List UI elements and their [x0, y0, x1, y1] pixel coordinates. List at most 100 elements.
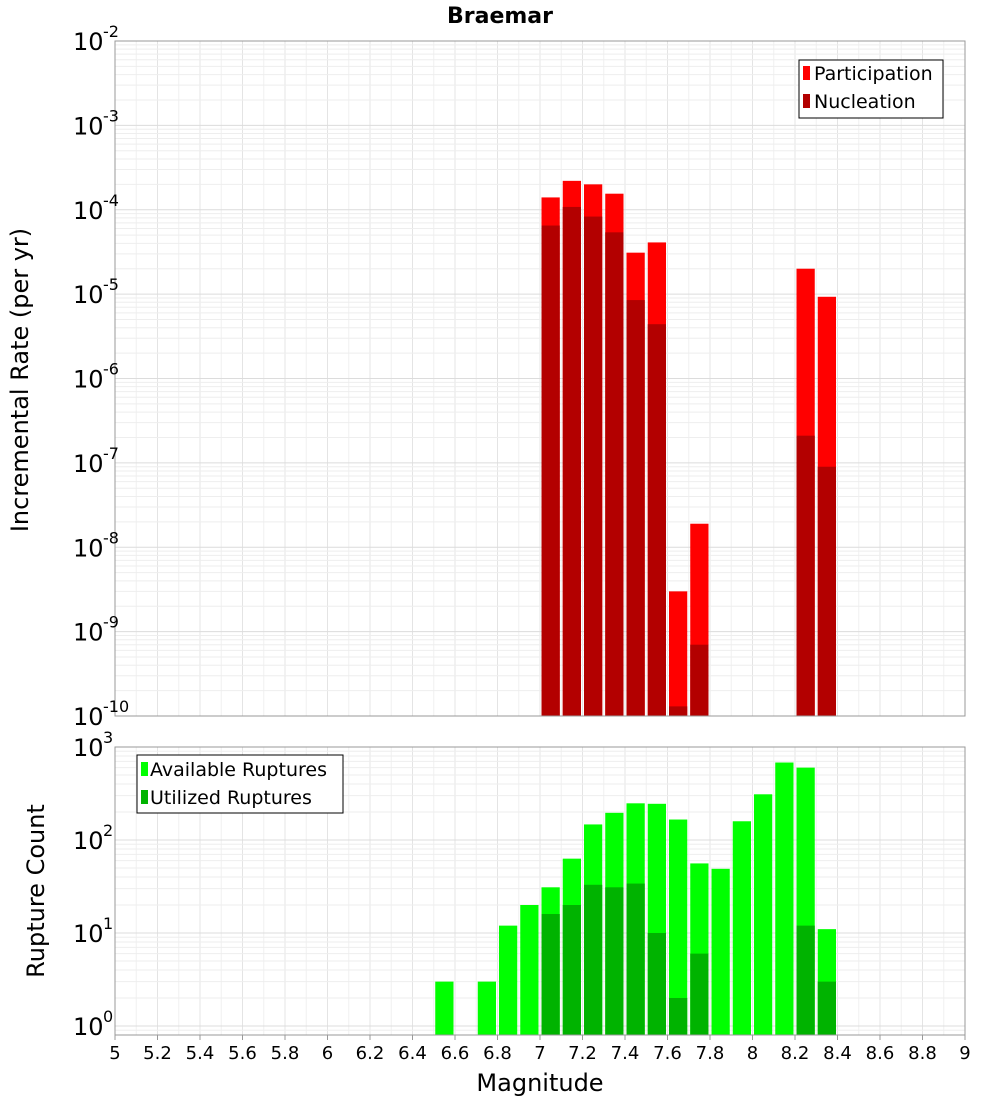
bar-utilized-ruptures [605, 887, 624, 1035]
bottom-y-axis-label: Rupture Count [22, 804, 50, 978]
bottom-grid [114, 746, 966, 1036]
legend-swatch-utilized-ruptures [141, 790, 148, 804]
y-tick-exponent: 0 [103, 1007, 113, 1026]
legend-label-utilized-ruptures: Utilized Ruptures [150, 787, 312, 809]
x-tick-label: 8.6 [866, 1043, 895, 1064]
legend-label-nucleation: Nucleation [814, 91, 916, 113]
bar-available-ruptures [711, 868, 730, 1035]
bar-nucleation [605, 232, 624, 716]
bar-nucleation [669, 706, 688, 716]
y-tick-exponent: -4 [103, 191, 119, 210]
y-tick-label: 10 [73, 734, 104, 762]
top-y-axis-label: Incremental Rate (per yr) [6, 228, 34, 532]
bar-nucleation [817, 466, 836, 716]
bar-available-ruptures [477, 981, 496, 1035]
x-tick-label: 5.6 [228, 1043, 257, 1064]
bar-nucleation [796, 435, 815, 716]
bar-available-ruptures [499, 925, 518, 1035]
y-tick-exponent: -7 [103, 444, 119, 463]
bar-available-ruptures [775, 762, 794, 1035]
bar-participation [669, 591, 688, 716]
y-tick-label: 10 [73, 920, 104, 948]
x-axis-label: Magnitude [476, 1069, 603, 1097]
x-tick-label: 8.8 [908, 1043, 937, 1064]
legend-label-available-ruptures: Available Ruptures [150, 759, 327, 781]
bar-utilized-ruptures [562, 904, 581, 1035]
bar-utilized-ruptures [690, 953, 709, 1035]
x-tick-label: 8.4 [823, 1043, 852, 1064]
y-tick-label: 10 [73, 703, 104, 731]
y-tick-exponent: -2 [103, 22, 119, 41]
bar-utilized-ruptures [626, 883, 645, 1035]
top-legend: Participation Nucleation [798, 59, 944, 119]
y-tick-exponent: -6 [103, 360, 119, 379]
y-tick-label: 10 [73, 197, 104, 225]
bar-available-ruptures [754, 794, 773, 1035]
x-tick-label: 6 [322, 1043, 333, 1064]
bar-nucleation [584, 216, 603, 716]
x-tick-label: 6.6 [441, 1043, 470, 1064]
bar-available-ruptures [520, 904, 539, 1035]
bar-utilized-ruptures [817, 981, 836, 1035]
bar-utilized-ruptures [669, 997, 688, 1035]
y-tick-label: 10 [73, 450, 104, 478]
legend-swatch-nucleation [803, 94, 810, 108]
bottom-bars [435, 762, 836, 1035]
y-tick-exponent: 2 [103, 821, 113, 840]
y-tick-exponent: -8 [103, 528, 119, 547]
bar-nucleation [541, 225, 560, 716]
bar-nucleation [690, 644, 709, 716]
x-tick-label: 7.8 [696, 1043, 725, 1064]
x-tick-label: 6.4 [398, 1043, 427, 1064]
bar-utilized-ruptures [541, 914, 560, 1035]
bar-nucleation [626, 300, 645, 716]
y-tick-label: 10 [73, 112, 104, 140]
bar-nucleation [647, 324, 666, 716]
x-tick-label: 7.4 [611, 1043, 640, 1064]
bottom-legend: Available Ruptures Utilized Ruptures [136, 754, 344, 814]
x-tick-label: 5.4 [186, 1043, 215, 1064]
y-tick-label: 10 [73, 28, 104, 56]
x-tick-label: 6.2 [356, 1043, 385, 1064]
x-tick-label: 6.8 [483, 1043, 512, 1064]
y-tick-label: 10 [73, 827, 104, 855]
bar-utilized-ruptures [647, 932, 666, 1035]
y-tick-exponent: -5 [103, 275, 119, 294]
bottom-legend-box [136, 754, 344, 814]
legend-swatch-participation [803, 66, 810, 80]
y-tick-label: 10 [73, 1013, 104, 1041]
y-tick-exponent: -3 [103, 106, 119, 125]
x-tick-label: 7.2 [568, 1043, 597, 1064]
top-plot-frame [114, 40, 966, 717]
bar-utilized-ruptures [796, 925, 815, 1035]
bar-available-ruptures [732, 821, 751, 1035]
bar-available-ruptures [435, 981, 454, 1035]
x-tick-label: 8 [747, 1043, 758, 1064]
legend-label-participation: Participation [814, 63, 933, 85]
y-tick-exponent: -9 [103, 613, 119, 632]
bar-available-ruptures [669, 819, 688, 1035]
x-tick-label: 7.6 [653, 1043, 682, 1064]
x-tick-label: 5.8 [271, 1043, 300, 1064]
bar-utilized-ruptures [584, 884, 603, 1035]
y-tick-label: 10 [73, 534, 104, 562]
top-grid [114, 40, 966, 717]
x-tick-label: 5.2 [143, 1043, 172, 1064]
legend-swatch-available-ruptures [141, 762, 148, 776]
bar-nucleation [562, 206, 581, 716]
y-tick-label: 10 [73, 281, 104, 309]
chart-title: Braemar [447, 4, 553, 29]
y-tick-label: 10 [73, 366, 104, 394]
x-tick-label: 5 [109, 1043, 120, 1064]
y-tick-label: 10 [73, 619, 104, 647]
x-tick-label: 8.2 [781, 1043, 810, 1064]
x-tick-labels: 5 5.2 5.4 5.6 5.8 6 6.2 6.4 6.6 6.8 7 7.2 7.4 7.6 7.8 8… [109, 1035, 971, 1064]
x-tick-label: 7 [534, 1043, 545, 1064]
top-legend-box [798, 59, 944, 119]
top-bars [541, 180, 836, 717]
